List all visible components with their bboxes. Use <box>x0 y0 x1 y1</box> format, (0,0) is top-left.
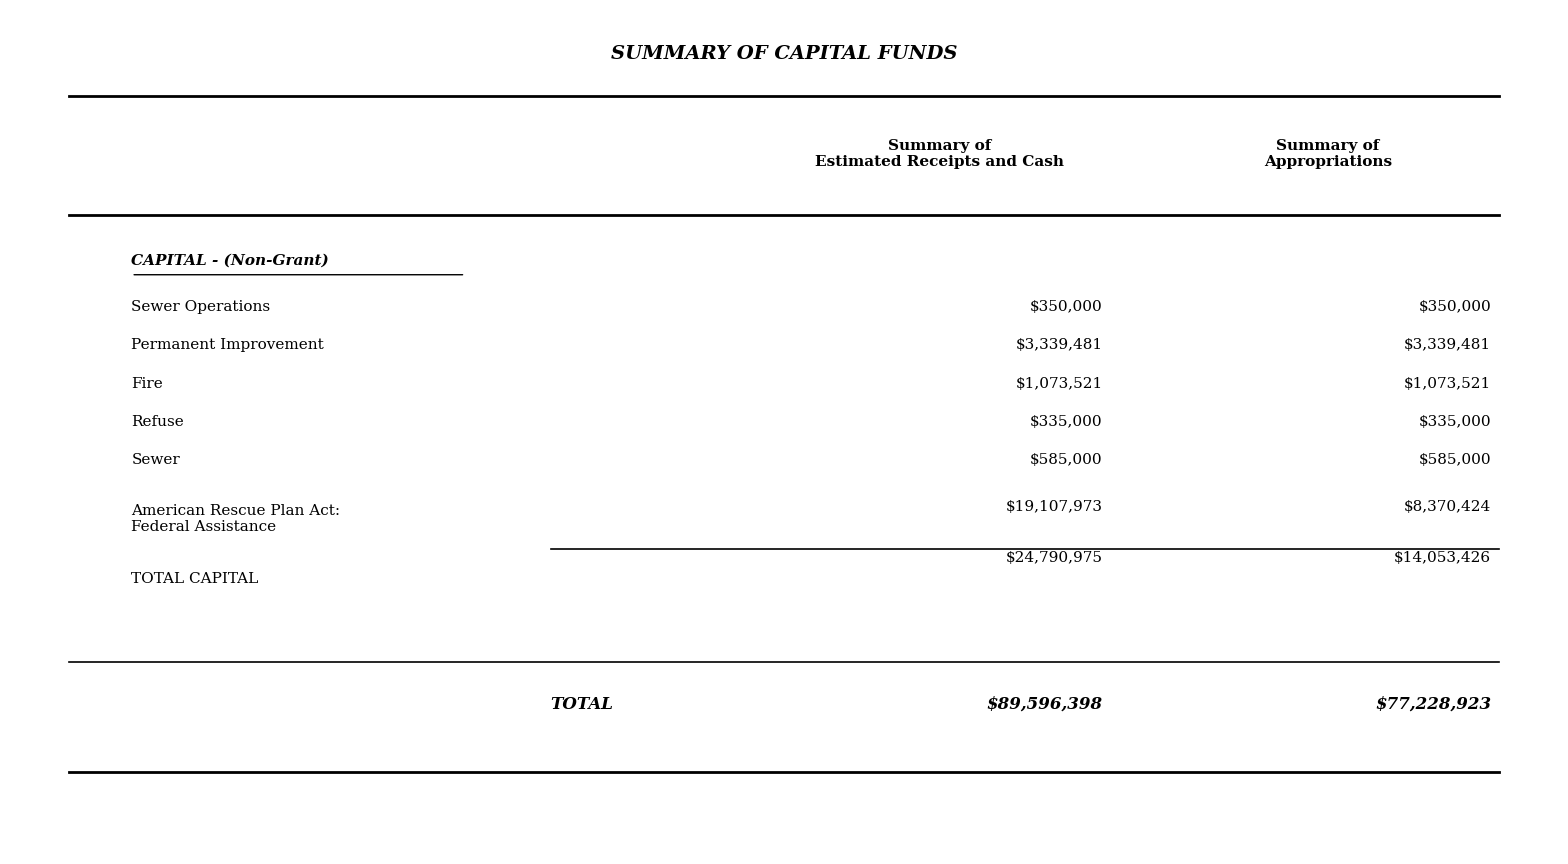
Text: $585,000: $585,000 <box>1030 454 1102 467</box>
Text: American Rescue Plan Act:
Federal Assistance: American Rescue Plan Act: Federal Assist… <box>132 505 340 535</box>
Text: $3,339,481: $3,339,481 <box>1403 339 1491 353</box>
Text: Fire: Fire <box>132 377 163 391</box>
Text: $89,596,398: $89,596,398 <box>986 696 1102 713</box>
Text: $350,000: $350,000 <box>1419 300 1491 314</box>
Text: Sewer: Sewer <box>132 454 180 467</box>
Text: $1,073,521: $1,073,521 <box>1403 377 1491 391</box>
Text: TOTAL CAPITAL: TOTAL CAPITAL <box>132 572 259 587</box>
Text: Refuse: Refuse <box>132 415 183 429</box>
Text: Summary of
Estimated Receipts and Cash: Summary of Estimated Receipts and Cash <box>815 139 1065 168</box>
Text: Summary of
Appropriations: Summary of Appropriations <box>1264 139 1392 168</box>
Text: $335,000: $335,000 <box>1419 415 1491 429</box>
Text: $14,053,426: $14,053,426 <box>1394 551 1491 565</box>
Text: $3,339,481: $3,339,481 <box>1016 339 1102 353</box>
Text: $77,228,923: $77,228,923 <box>1375 696 1491 713</box>
Text: $1,073,521: $1,073,521 <box>1016 377 1102 391</box>
Text: SUMMARY OF CAPITAL FUNDS: SUMMARY OF CAPITAL FUNDS <box>612 45 956 63</box>
Text: $335,000: $335,000 <box>1030 415 1102 429</box>
Text: $585,000: $585,000 <box>1419 454 1491 467</box>
Text: Sewer Operations: Sewer Operations <box>132 300 270 314</box>
Text: $24,790,975: $24,790,975 <box>1005 551 1102 565</box>
Text: Permanent Improvement: Permanent Improvement <box>132 339 325 353</box>
Text: $19,107,973: $19,107,973 <box>1005 500 1102 514</box>
Text: CAPITAL - (Non-Grant): CAPITAL - (Non-Grant) <box>132 253 329 268</box>
Text: $8,370,424: $8,370,424 <box>1403 500 1491 514</box>
Text: $350,000: $350,000 <box>1030 300 1102 314</box>
Text: TOTAL: TOTAL <box>550 696 613 713</box>
